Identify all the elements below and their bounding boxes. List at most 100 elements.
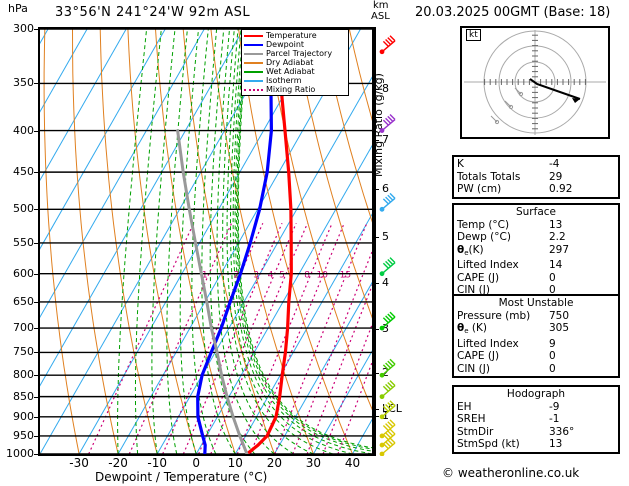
height-axis-unit-asl: ASL: [371, 11, 390, 22]
pressure-tick: [34, 328, 39, 330]
panel-row-name: Lifted Index: [457, 337, 519, 350]
footer-copyright: © weatheronline.co.uk: [442, 466, 580, 480]
pressure-tick-label: 900: [13, 409, 34, 423]
pressure-tick-label: 350: [13, 76, 34, 90]
panel-row-value: 29: [549, 170, 563, 183]
pressure-tick: [34, 416, 39, 418]
legend: Temperature Dewpoint Parcel Trajectory Dry …: [241, 29, 349, 96]
temperature-tick-label: -20: [108, 456, 128, 470]
temperature-tick-label: 0: [192, 456, 201, 470]
pressure-tick: [34, 352, 39, 354]
legend-label: Isotherm: [266, 76, 302, 85]
legend-swatch: [244, 43, 263, 46]
pressure-axis-unit: hPa: [8, 2, 28, 15]
height-tick: [374, 139, 379, 141]
legend-item: Temperature: [244, 31, 346, 40]
panel-row-name: Totals Totals: [457, 170, 521, 183]
legend-label: Dry Adiabat: [266, 58, 314, 67]
panel-title: Hodograph: [506, 388, 566, 400]
pressure-tick: [34, 209, 39, 211]
panel-most-unstable: Most Unstable Pressure (mb) 750 θe (K) 305 Li…: [452, 294, 620, 378]
panel-row: Totals Totals 29: [457, 171, 615, 184]
legend-item: Wet Adiabat: [244, 67, 346, 76]
panel-row: Temp (°C) 13: [457, 219, 615, 232]
pressure-tick-label: 600: [13, 266, 34, 280]
panel-row: StmDir 336°: [457, 426, 615, 439]
panel-row: Dewp (°C) 2.2: [457, 231, 615, 244]
pressure-tick-label: 950: [13, 428, 34, 442]
height-tick-label: 1: [382, 409, 389, 423]
panel-row-value: 297: [549, 243, 570, 256]
panel-row: K -4: [457, 158, 615, 171]
hodograph-unit-label: kt: [466, 29, 481, 41]
panel-row: Lifted Index 14: [457, 259, 615, 272]
svg-text:3: 3: [253, 271, 259, 281]
panel-hodograph-stats: Hodograph EH -9 SREH -1 StmDir 336° StmSpd (kt)…: [452, 385, 620, 454]
height-tick: [374, 283, 379, 285]
panel-row-name: SREH: [457, 413, 486, 425]
panel-row: CAPE (J) 0: [457, 350, 615, 363]
panel-surface: Surface Temp (°C) 13 Dewp (°C) 2.2 θe(K) 297 Li…: [452, 203, 620, 300]
pressure-tick-label: 550: [13, 235, 34, 249]
panel-row: Lifted Index 9: [457, 338, 615, 351]
legend-swatch: [244, 61, 263, 64]
height-axis: Mixing Ratio (g/kg) 12345678LCL: [372, 27, 410, 457]
svg-text:15: 15: [340, 271, 351, 281]
pressure-tick-label: 400: [13, 123, 34, 137]
panel-row: CAPE (J) 0: [457, 272, 615, 285]
legend-swatch: [244, 34, 263, 37]
panel-row-value: 0: [549, 362, 556, 375]
height-tick-label: 5: [382, 229, 389, 243]
legend-label: Mixing Ratio: [266, 85, 316, 94]
panel-row-name: EH: [457, 400, 472, 413]
legend-swatch: [244, 88, 263, 91]
height-tick: [374, 89, 379, 91]
panel-row-name: StmDir: [457, 425, 494, 438]
height-tick: [374, 416, 379, 418]
pressure-axis: 300 350 400 450 500 550 600 650 700 750 800 850 900 9…: [0, 22, 39, 460]
temperature-tick-label: -10: [147, 456, 167, 470]
pressure-tick: [34, 454, 39, 455]
panel-row-name: Dewp (°C): [457, 231, 511, 243]
panel-row-value: 750: [549, 309, 570, 322]
panel-row-name: θe(K): [457, 243, 484, 257]
page-title-location: 33°56'N 241°24'W 92m ASL: [55, 5, 251, 20]
height-tick: [374, 236, 379, 238]
pressure-tick-label: 850: [13, 389, 34, 403]
panel-row-name: CIN (J): [457, 362, 490, 375]
panel-row: PW (cm) 0.92: [457, 183, 615, 196]
svg-text:10: 10: [317, 271, 329, 281]
hodograph: kt: [460, 26, 610, 139]
panel-row: θe(K) 297: [457, 244, 615, 260]
panel-row-value: -4: [549, 158, 560, 170]
wind-barb-column: [374, 27, 410, 457]
legend-swatch: [244, 52, 263, 55]
panel-row-value: 0.92: [549, 183, 573, 195]
pressure-tick: [34, 83, 39, 85]
pressure-tick: [34, 130, 39, 132]
panel-row-name: PW (cm): [457, 183, 502, 195]
legend-item: Parcel Trajectory: [244, 49, 346, 58]
legend-label: Dewpoint: [266, 40, 305, 49]
height-tick: [374, 328, 379, 330]
svg-text:4: 4: [268, 271, 274, 281]
page-title-datetime: 20.03.2025 00GMT (Base: 18): [415, 5, 611, 20]
temperature-tick-label: 30: [305, 456, 322, 470]
height-tick-label: 3: [382, 321, 389, 335]
legend-swatch: [244, 79, 263, 82]
temperature-axis: -30 -20 -10 0 10 20 30 40: [0, 456, 420, 474]
panel-row-name: CAPE (J): [457, 271, 500, 284]
panel-row: CIN (J) 0: [457, 284, 615, 297]
pressure-tick-label: 300: [13, 22, 34, 35]
panel-row: StmSpd (kt) 13: [457, 438, 615, 451]
panel-row-value: 336°: [549, 425, 575, 438]
pressure-tick: [34, 435, 39, 437]
legend-label: Temperature: [266, 31, 317, 40]
panel-row-value: 14: [549, 259, 563, 271]
pressure-tick-label: 450: [13, 165, 34, 179]
panel-row-value: 13: [549, 218, 563, 231]
panel-row-value: -1: [549, 413, 560, 425]
temperature-tick-label: 10: [227, 456, 243, 470]
legend-item: Mixing Ratio: [244, 85, 346, 94]
panel-row-name: CAPE (J): [457, 350, 500, 362]
